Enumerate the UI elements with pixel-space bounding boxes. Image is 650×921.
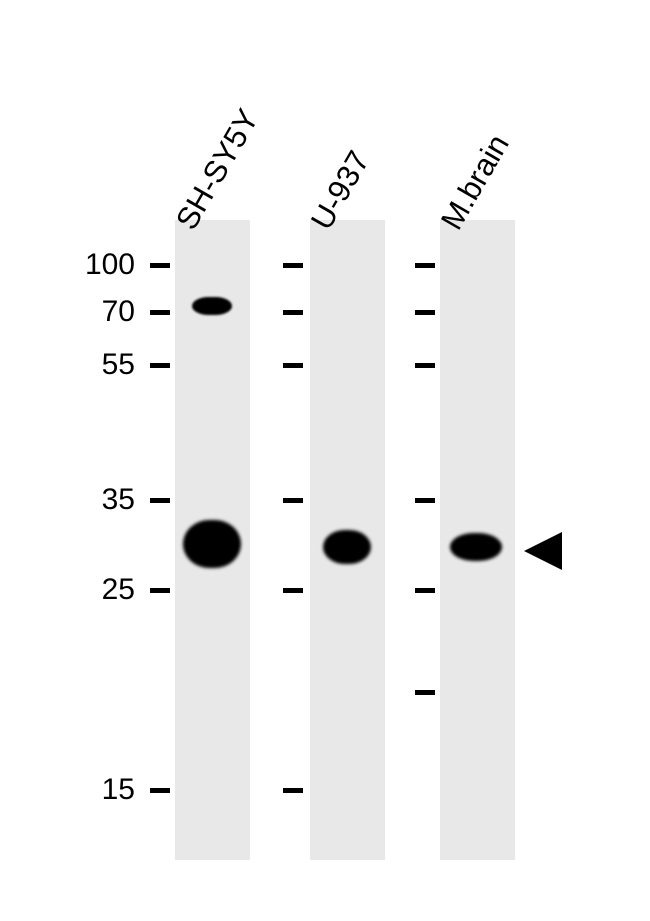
tick (283, 788, 303, 793)
mw-label-55: 55 (80, 348, 135, 382)
tick (415, 263, 435, 268)
tick (150, 310, 170, 315)
tick (283, 310, 303, 315)
mw-label-15: 15 (80, 773, 135, 807)
band-lane2-main (323, 530, 371, 564)
tick (283, 263, 303, 268)
tick (415, 498, 435, 503)
tick (415, 363, 435, 368)
tick (415, 690, 435, 695)
mw-label-25: 25 (80, 573, 135, 607)
tick (415, 588, 435, 593)
tick (283, 588, 303, 593)
tick (283, 363, 303, 368)
tick (150, 263, 170, 268)
tick (150, 498, 170, 503)
band-lane3-main (450, 533, 502, 561)
band-lane1-upper (192, 297, 232, 315)
western-blot-figure: SH-SY5Y U-937 M.brain 100 70 55 35 25 15 (0, 0, 650, 921)
tick (150, 588, 170, 593)
mw-label-100: 100 (80, 248, 135, 282)
tick (150, 363, 170, 368)
band-lane1-main (183, 520, 241, 568)
tick (283, 498, 303, 503)
mw-label-70: 70 (80, 295, 135, 329)
tick (150, 788, 170, 793)
target-band-arrow-icon (520, 528, 566, 574)
mw-label-35: 35 (80, 483, 135, 517)
lane-label-1: SH-SY5Y (169, 103, 267, 236)
tick (415, 310, 435, 315)
